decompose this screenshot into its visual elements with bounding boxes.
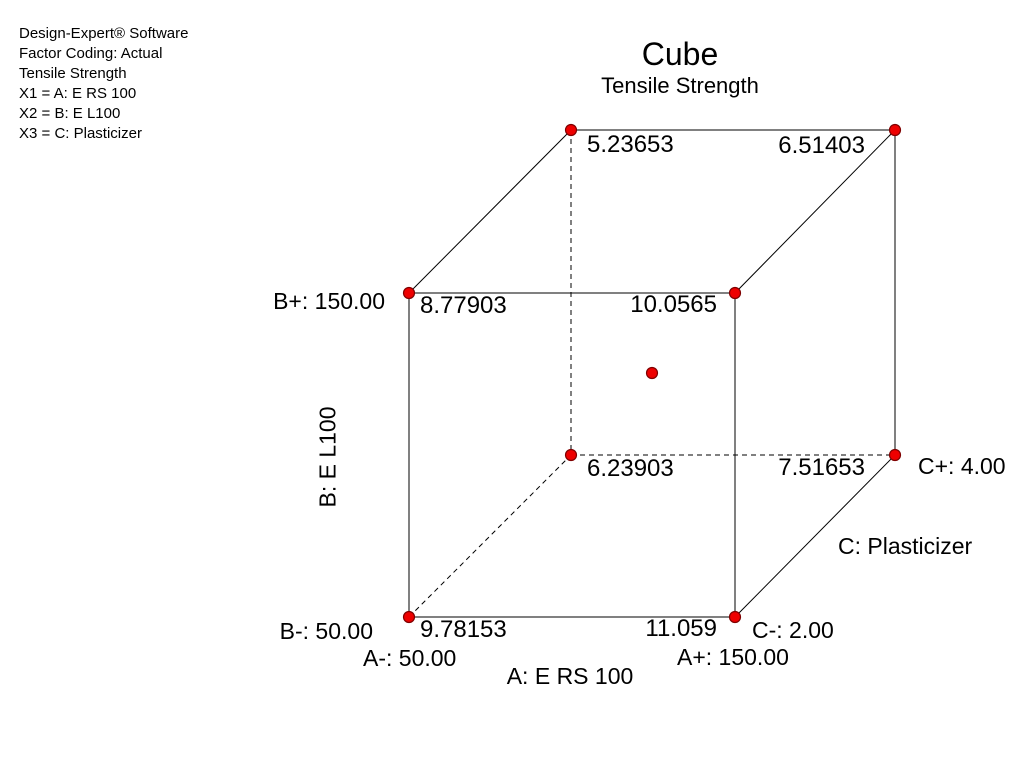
legend-line-factor-coding: Factor Coding: Actual — [19, 45, 163, 62]
a-axis-title: A: E RS 100 — [506, 663, 634, 689]
b-axis-low-label: B-: 50.00 — [279, 618, 373, 644]
edge-depth-bottom-right — [734, 454, 896, 618]
corner-value-front-bottom-left: 9.78153 — [420, 616, 507, 643]
a-axis-high-label: A+: 150.00 — [677, 644, 789, 670]
cube-hidden-edges — [408, 130, 895, 618]
a-axis-low-label: A-: 50.00 — [363, 645, 457, 671]
edge-depth-bottom-left-hidden — [408, 454, 572, 618]
corner-point-back-top-left — [564, 123, 578, 137]
chart-subtitle: Tensile Strength — [601, 73, 759, 98]
legend-line-x2: X2 = B: E L100 — [19, 105, 121, 122]
corner-point-back-top-right — [888, 123, 902, 137]
edge-depth-top-left — [408, 129, 572, 294]
c-axis-high-label: C+: 4.00 — [918, 453, 1006, 479]
corner-point-back-bottom-right — [888, 448, 902, 462]
b-axis-title: B: E L100 — [314, 406, 341, 508]
legend-line-software: Design-Expert® Software — [19, 25, 189, 42]
corner-value-front-top-left: 8.77903 — [420, 292, 507, 319]
corner-value-back-top-right: 6.51403 — [778, 132, 865, 159]
legend-line-response: Tensile Strength — [19, 65, 127, 82]
corner-point-front-top-right — [728, 286, 742, 300]
legend: Design-Expert® Software Factor Coding: A… — [19, 24, 188, 144]
corner-point-front-bottom-right — [728, 610, 742, 624]
cube-solid-edges — [408, 129, 896, 618]
edge-depth-top-right — [734, 129, 896, 294]
c-axis-title: C: Plasticizer — [838, 533, 973, 559]
b-axis-high-label: B+: 150.00 — [273, 288, 385, 314]
corner-value-back-top-left: 5.23653 — [587, 131, 674, 158]
legend-line-x1: X1 = A: E RS 100 — [19, 85, 137, 102]
corner-point-back-bottom-left — [564, 448, 578, 462]
center-point — [645, 366, 659, 380]
design-points — [402, 123, 902, 624]
legend-line-x3: X3 = C: Plasticizer — [19, 125, 142, 142]
corner-value-back-bottom-left: 6.23903 — [587, 455, 674, 482]
corner-value-front-bottom-right: 11.059 — [645, 615, 717, 642]
corner-point-front-bottom-left — [402, 610, 416, 624]
c-axis-low-label: C-: 2.00 — [752, 617, 834, 643]
corner-value-back-bottom-right: 7.51653 — [778, 454, 865, 481]
corner-value-front-top-right: 10.0565 — [630, 291, 717, 318]
corner-point-front-top-left — [402, 286, 416, 300]
chart-title: Cube — [641, 36, 719, 72]
